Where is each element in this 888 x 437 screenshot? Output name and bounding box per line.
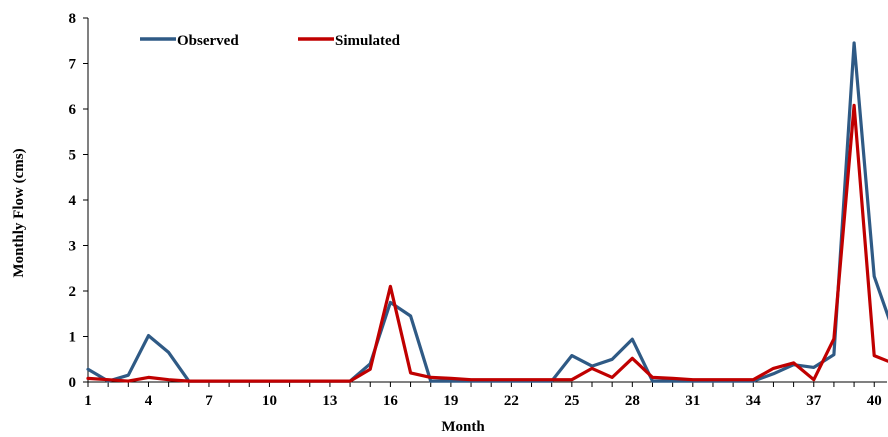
- x-tick-label: 1: [84, 393, 92, 409]
- y-tick-label: 7: [69, 57, 77, 73]
- y-tick-label: 0: [69, 375, 77, 391]
- y-axis-title: Monthly Flow (cms): [11, 148, 27, 277]
- y-tick-label: 1: [69, 330, 77, 346]
- x-tick-label: 4: [145, 393, 153, 409]
- x-tick-label: 13: [322, 393, 337, 409]
- x-tick-label: 28: [625, 393, 640, 409]
- y-tick-label: 6: [69, 102, 77, 118]
- x-tick-label: 16: [383, 393, 399, 409]
- plot-area: 0123456781471013161922252831343740434649…: [69, 11, 888, 409]
- y-tick-label: 5: [69, 148, 77, 164]
- y-tick-label: 4: [69, 193, 77, 209]
- x-tick-label: 34: [746, 393, 762, 409]
- x-tick-label: 19: [443, 393, 458, 409]
- y-tick-label: 8: [69, 11, 77, 27]
- y-tick-label: 2: [69, 284, 77, 300]
- x-tick-label: 25: [564, 393, 579, 409]
- x-axis-title: Month: [441, 419, 485, 435]
- x-tick-label: 31: [685, 393, 700, 409]
- x-tick-label: 10: [262, 393, 277, 409]
- x-tick-label: 37: [806, 393, 822, 409]
- x-tick-label: 40: [867, 393, 882, 409]
- y-tick-label: 3: [69, 239, 77, 255]
- legend: Observed Simulated: [140, 33, 401, 49]
- series-line-simulated: [86, 103, 888, 383]
- x-tick-label: 22: [504, 393, 519, 409]
- x-tick-label: 7: [205, 393, 213, 409]
- legend-label-observed: Observed: [177, 33, 239, 49]
- series-line-observed: [86, 41, 888, 383]
- legend-label-simulated: Simulated: [335, 33, 401, 49]
